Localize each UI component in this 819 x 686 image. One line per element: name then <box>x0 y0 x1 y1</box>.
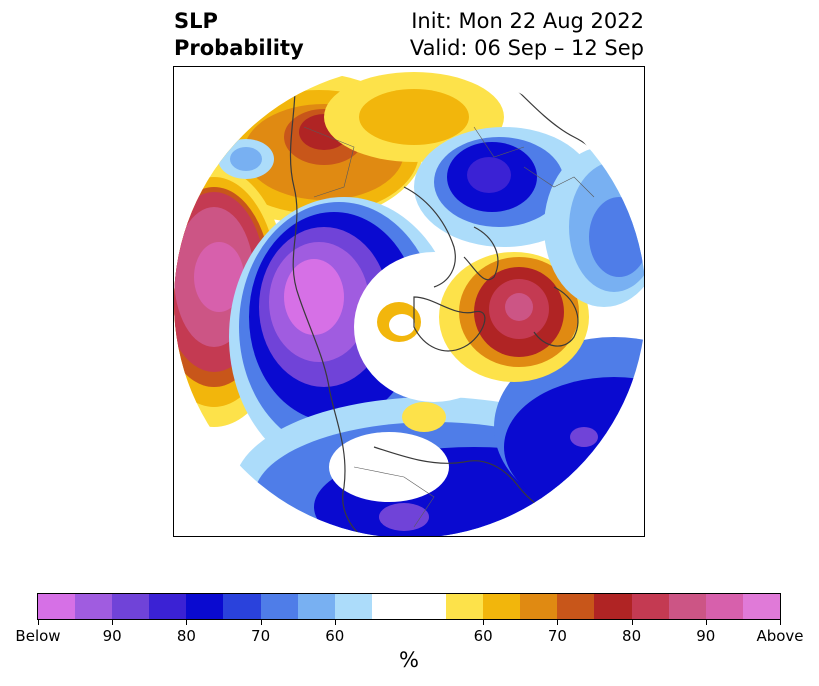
title-product: Probability <box>174 36 304 60</box>
colorbar <box>37 593 781 620</box>
colorbar-segment-7 <box>297 594 335 619</box>
colorbar-tick-label: Below <box>15 627 61 645</box>
colorbar-segment-11 <box>446 594 484 619</box>
colorbar-tick-label: 70 <box>547 627 567 645</box>
colorbar-tick-label: Above <box>756 627 804 645</box>
colorbar-segment-9 <box>371 594 409 619</box>
western-europe-high <box>439 252 589 382</box>
colorbar-segment-18 <box>705 594 743 619</box>
colorbar-tick-label: 60 <box>473 627 493 645</box>
colorbar-tick <box>780 620 781 625</box>
colorbar-tick-label: 80 <box>622 627 642 645</box>
colorbar-segment-17 <box>668 594 706 619</box>
colorbar-tick <box>557 620 559 625</box>
colorbar-tick <box>483 620 485 625</box>
colorbar-tick-label: 70 <box>251 627 271 645</box>
colorbar-segment-8 <box>334 594 372 619</box>
colorbar-segment-2 <box>112 594 150 619</box>
colorbar-tick <box>631 620 633 625</box>
colorbar-segment-6 <box>260 594 298 619</box>
colorbar-segment-19 <box>742 594 780 619</box>
siberia-low <box>414 127 594 247</box>
colorbar-segment-0 <box>38 594 76 619</box>
colorbar-tick <box>705 620 707 625</box>
colorbar-segment-12 <box>483 594 521 619</box>
northwest-low-core <box>230 147 262 171</box>
map-dates: Init: Mon 22 Aug 2022 Valid: 06 Sep – 12… <box>410 8 644 62</box>
colorbar-segment-15 <box>594 594 632 619</box>
colorbar-tick <box>38 620 39 625</box>
valid-range: Valid: 06 Sep – 12 Sep <box>409 36 644 60</box>
map-title: SLP Probability <box>174 8 304 62</box>
colorbar-tick-label: 80 <box>176 627 196 645</box>
colorbar-segment-4 <box>186 594 224 619</box>
conus-near-normal <box>329 402 449 502</box>
colorbar-segment-13 <box>520 594 558 619</box>
colorbar-segment-10 <box>408 594 447 619</box>
colorbar-segment-14 <box>557 594 595 619</box>
probability-map <box>174 67 644 536</box>
colorbar-segment-1 <box>75 594 113 619</box>
title-variable: SLP <box>174 9 218 33</box>
colorbar-tick <box>334 620 336 625</box>
colorbar-tick-label: 90 <box>102 627 122 645</box>
colorbar-segment-16 <box>631 594 669 619</box>
colorbar-tick <box>186 620 188 625</box>
map-panel <box>173 66 645 537</box>
colorbar-segment-3 <box>149 594 187 619</box>
init-date: Init: Mon 22 Aug 2022 <box>411 9 644 33</box>
political-borders <box>303 126 595 528</box>
colorbar-segment-5 <box>223 594 261 619</box>
colorbar-tick <box>260 620 262 625</box>
colorbar-tick-label: 60 <box>325 627 345 645</box>
colorbar-tick <box>112 620 114 625</box>
colorbar-unit-label: % <box>399 648 419 672</box>
colorbar-tick-label: 90 <box>696 627 716 645</box>
